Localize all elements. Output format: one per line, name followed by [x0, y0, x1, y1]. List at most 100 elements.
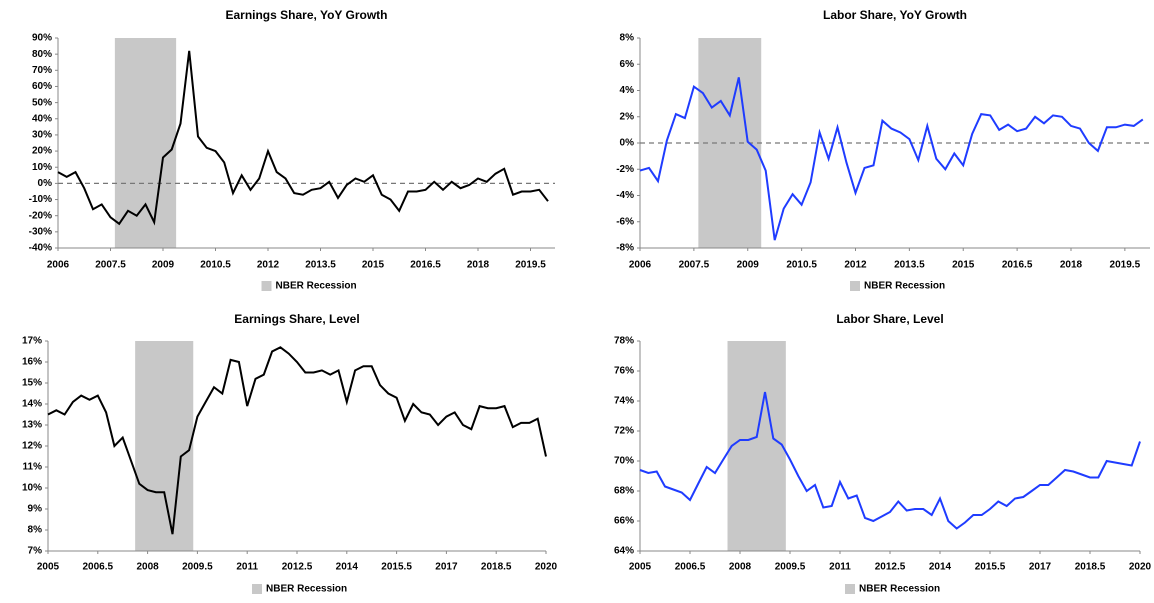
x-tick-label: 2012.5	[282, 562, 313, 573]
data-line	[639, 391, 1141, 530]
y-tick-label: 30%	[32, 130, 52, 141]
y-tick-label: 16%	[22, 357, 42, 368]
data-line	[57, 50, 549, 226]
x-tick-label: 2010.5	[200, 260, 231, 271]
recession-band	[135, 341, 194, 551]
x-tick-label: 2012	[844, 260, 867, 271]
x-tick-label: 2008	[136, 562, 159, 573]
y-tick-label: -10%	[29, 194, 52, 205]
y-tick-label: 10%	[32, 162, 52, 173]
x-tick-label: 2019.5	[1110, 260, 1141, 271]
x-tick-label: 2010.5	[786, 260, 817, 271]
recession-band	[114, 38, 177, 248]
y-tick-label: 17%	[22, 336, 42, 347]
chart-title: Labor Share, Level	[836, 312, 943, 326]
y-tick-label: 11%	[23, 462, 43, 473]
y-tick-label: -8%	[616, 243, 634, 254]
x-tick-label: 2015.5	[381, 562, 412, 573]
y-tick-label: 90%	[32, 33, 52, 44]
y-tick-label: 68%	[614, 486, 634, 497]
x-tick-label: 2006.5	[83, 562, 114, 573]
x-tick-label: 2013.5	[894, 260, 925, 271]
y-tick-label: 0%	[38, 178, 53, 189]
x-tick-label: 2014	[336, 562, 359, 573]
legend-swatch	[261, 281, 272, 291]
y-tick-label: 76%	[614, 366, 634, 377]
x-tick-label: 2006	[629, 260, 652, 271]
legend-label: NBER Recession	[864, 281, 945, 292]
x-tick-label: 2005	[629, 562, 652, 573]
x-tick-label: 2008	[729, 562, 752, 573]
x-tick-label: 2009.5	[182, 562, 213, 573]
y-tick-label: 40%	[32, 113, 52, 124]
y-tick-label: 8%	[28, 525, 43, 536]
y-tick-label: 2%	[620, 111, 635, 122]
x-tick-label: 2009.5	[775, 562, 806, 573]
y-tick-label: 0%	[620, 138, 635, 149]
chart-title: Earnings Share, Level	[234, 312, 359, 326]
x-tick-label: 2013.5	[305, 260, 336, 271]
y-tick-label: 78%	[614, 336, 634, 347]
legend-swatch	[845, 584, 855, 594]
y-tick-label: 7%	[28, 546, 43, 557]
x-tick-label: 2018.5	[481, 562, 512, 573]
x-tick-label: 2011	[829, 562, 851, 573]
legend-label: NBER Recession	[859, 584, 940, 595]
y-tick-label: -30%	[29, 226, 52, 237]
y-tick-label: 14%	[22, 399, 42, 410]
y-tick-label: 70%	[614, 456, 634, 467]
y-tick-label: 12%	[22, 441, 42, 452]
data-line	[47, 346, 547, 535]
legend-swatch	[252, 584, 262, 594]
y-tick-label: 9%	[28, 504, 43, 515]
y-tick-label: -40%	[29, 243, 52, 254]
y-tick-label: -6%	[616, 216, 634, 227]
x-tick-label: 2018.5	[1075, 562, 1106, 573]
x-tick-label: 2009	[152, 260, 175, 271]
y-tick-label: 66%	[614, 516, 634, 527]
x-tick-label: 2018	[1060, 260, 1083, 271]
y-tick-label: 20%	[32, 146, 52, 157]
y-tick-label: 4%	[620, 85, 635, 96]
x-tick-label: 2019.5	[515, 260, 546, 271]
y-tick-label: 80%	[32, 49, 52, 60]
x-tick-label: 2017	[435, 562, 458, 573]
y-tick-label: 50%	[32, 97, 52, 108]
chart-title: Earnings Share, YoY Growth	[225, 8, 387, 22]
x-tick-label: 2016.5	[1002, 260, 1033, 271]
x-tick-label: 2017	[1029, 562, 1052, 573]
x-tick-label: 2016.5	[410, 260, 441, 271]
y-tick-label: 72%	[614, 426, 634, 437]
y-tick-label: -2%	[616, 164, 634, 175]
data-line	[639, 77, 1144, 241]
x-tick-label: 2020	[1129, 562, 1152, 573]
y-tick-label: -20%	[29, 210, 52, 221]
y-tick-label: 74%	[614, 396, 634, 407]
y-tick-label: 6%	[620, 59, 635, 70]
x-tick-label: 2015.5	[975, 562, 1006, 573]
x-tick-label: 2012.5	[875, 562, 906, 573]
x-tick-label: 2020	[535, 562, 558, 573]
y-tick-label: 8%	[620, 33, 635, 44]
x-tick-label: 2018	[467, 260, 490, 271]
y-tick-label: 70%	[32, 65, 52, 76]
legend-label: NBER Recession	[276, 281, 357, 292]
x-tick-label: 2009	[737, 260, 760, 271]
x-tick-label: 2005	[37, 562, 60, 573]
x-tick-label: 2014	[929, 562, 952, 573]
x-tick-label: 2015	[362, 260, 385, 271]
y-tick-label: 15%	[22, 378, 42, 389]
y-tick-label: 60%	[32, 81, 52, 92]
x-tick-label: 2006	[47, 260, 70, 271]
x-tick-label: 2015	[952, 260, 975, 271]
y-tick-label: 10%	[22, 483, 42, 494]
x-tick-label: 2012	[257, 260, 280, 271]
y-tick-label: 13%	[22, 420, 42, 431]
x-tick-label: 2007.5	[95, 260, 126, 271]
legend-swatch	[850, 281, 860, 291]
x-tick-label: 2011	[236, 562, 258, 573]
recession-band	[727, 341, 786, 551]
y-tick-label: 64%	[614, 546, 634, 557]
x-tick-label: 2006.5	[675, 562, 706, 573]
